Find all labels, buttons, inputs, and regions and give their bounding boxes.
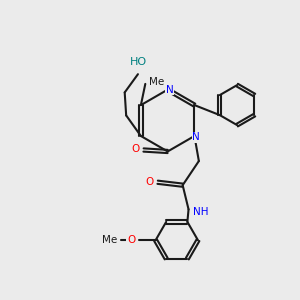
Text: O: O [127, 235, 135, 245]
Text: N: N [192, 133, 200, 142]
Text: NH: NH [193, 207, 209, 217]
Text: HO: HO [130, 57, 147, 67]
Text: Me: Me [102, 235, 118, 245]
Text: O: O [145, 177, 154, 187]
Text: N: N [166, 85, 174, 94]
Text: Me: Me [149, 77, 165, 87]
Text: O: O [131, 144, 140, 154]
